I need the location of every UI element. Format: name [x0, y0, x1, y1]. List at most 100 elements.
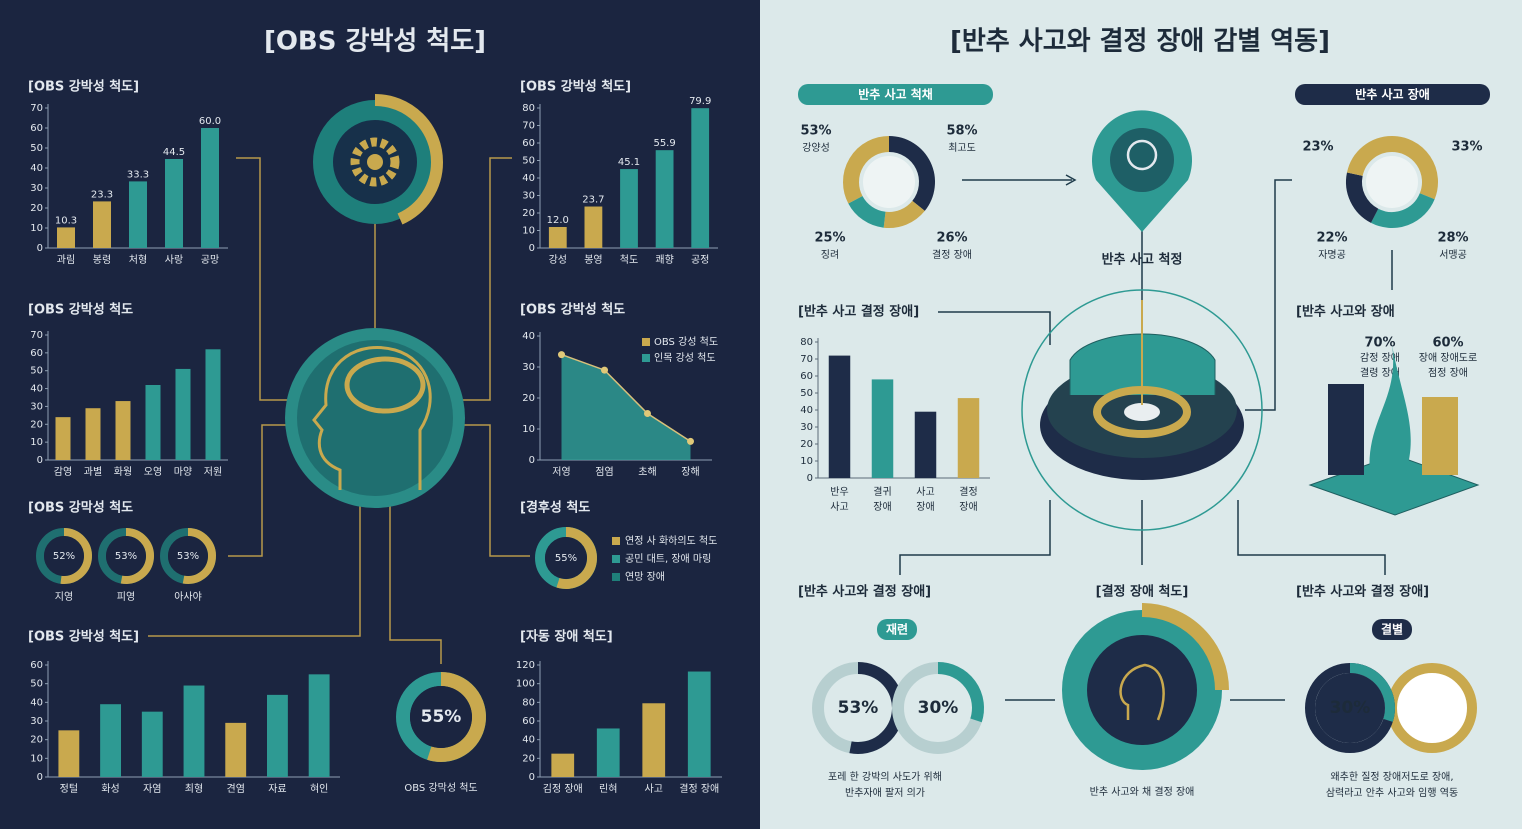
tower-text: 장애 장애도로	[1419, 352, 1477, 364]
segment-label: 28%	[1437, 231, 1468, 246]
x-tick-label: 사고	[916, 486, 934, 498]
bar	[100, 704, 121, 777]
y-tick-label: 0	[37, 243, 43, 254]
x-tick-label: 결정 장애	[679, 783, 719, 795]
bar	[267, 694, 288, 777]
x-tick-label: 과별	[84, 466, 102, 478]
donut-arc	[937, 662, 984, 723]
y-tick-label: 20	[522, 208, 535, 219]
y-tick-label: 80	[522, 697, 535, 708]
bar	[596, 728, 620, 777]
value-label: 12.0	[547, 215, 569, 226]
y-tick-label: 30	[30, 401, 43, 412]
pill	[1295, 84, 1490, 105]
y-tick-label: 0	[37, 772, 43, 783]
pin-icon	[1126, 139, 1158, 171]
right-connectors	[899, 174, 1393, 701]
bar	[57, 227, 75, 248]
legend-label: 인목 강성 척도	[654, 352, 716, 364]
y-tick-label: 0	[529, 455, 535, 466]
donut-arc	[427, 672, 486, 762]
value-label: 23.7	[582, 195, 604, 206]
x-tick-label: 반우	[830, 486, 848, 498]
bar	[175, 368, 191, 460]
bar	[165, 159, 183, 248]
gear-hub	[367, 154, 383, 170]
value-label: 23.3	[91, 189, 113, 200]
tower	[1422, 397, 1458, 475]
bar	[183, 685, 205, 777]
y-tick-label: 80	[800, 337, 813, 348]
x-tick-label: 견염	[227, 783, 245, 795]
donut-label: 55%	[421, 707, 462, 727]
y-tick-label: 20	[522, 393, 535, 404]
bar	[85, 408, 101, 460]
chart-title: [OBS 강박성 척도]	[28, 629, 139, 645]
y-tick-label: 40	[30, 384, 43, 395]
gear-icon	[350, 137, 400, 187]
tower-text: 감정 장애	[1360, 352, 1400, 364]
head-inner	[297, 340, 453, 496]
chart-title: [OBS 강박성 척도]	[28, 79, 139, 95]
x-tick-label: 과림	[57, 254, 75, 266]
caption: 왜추한 질정 장애저도로 장애,	[1330, 771, 1453, 783]
bar	[584, 206, 603, 248]
legend-swatch	[612, 537, 620, 545]
y-tick-label: 10	[800, 456, 813, 467]
donut-label: 53%	[177, 551, 199, 562]
legend-label: OBS 강성 척도	[654, 336, 718, 348]
bar	[691, 108, 710, 248]
bar	[141, 711, 163, 777]
x-tick-label: 봉령	[93, 254, 111, 266]
pill-label: 반추 사고 척채	[858, 87, 933, 102]
donut-arc	[60, 528, 92, 584]
bar	[871, 379, 894, 478]
bar	[687, 671, 711, 777]
segment-label: 22%	[1316, 231, 1347, 246]
x-tick-label: 저영	[552, 466, 570, 478]
x-tick-label: 사고	[645, 783, 663, 795]
y-tick-label: 70	[30, 103, 43, 114]
bar	[225, 722, 247, 777]
pin-label: 반추 사고 척정	[1102, 252, 1183, 268]
x-tick-label: 마양	[174, 466, 192, 478]
right-title: [반추 사고와 결정 장애 감별 역동]	[950, 27, 1330, 57]
value-label: 45.1	[618, 157, 640, 168]
bar	[201, 128, 219, 248]
pill	[1372, 619, 1412, 640]
bar	[129, 181, 147, 248]
chart-title: [경후성 척도	[520, 500, 590, 516]
bar	[620, 169, 638, 248]
segment-name: 자명공	[1318, 249, 1346, 261]
x-tick-label: 감영	[54, 466, 72, 478]
y-tick-label: 10	[30, 223, 43, 234]
bar	[548, 227, 567, 248]
y-tick-label: 60	[30, 660, 43, 671]
pill	[877, 619, 917, 640]
donut-core	[545, 537, 587, 579]
y-tick-label: 40	[30, 163, 43, 174]
gear-ring-accent	[374, 94, 444, 225]
y-tick-label: 20	[30, 203, 43, 214]
y-tick-label: 60	[30, 123, 43, 134]
y-tick-label: 80	[522, 103, 535, 114]
y-tick-label: 70	[522, 121, 535, 132]
y-tick-label: 70	[30, 330, 43, 341]
chart-title: [반추 사고와 장애	[1296, 304, 1395, 320]
donut-label: 55%	[555, 553, 577, 564]
ring-core	[1124, 403, 1160, 421]
segment-label: 25%	[814, 231, 845, 246]
x-tick-label: 장애	[959, 501, 977, 513]
head-icon	[312, 345, 432, 490]
tower-label: 60%	[1432, 336, 1463, 351]
y-tick-label: 20	[800, 439, 813, 450]
tower-text: 결령 장애	[1360, 367, 1400, 379]
legend-label: 연정 사 화하의도 척도	[625, 534, 717, 547]
legend-swatch	[612, 555, 620, 563]
tower-swirl	[1369, 345, 1411, 475]
value-label: 55.9	[653, 138, 675, 149]
y-tick-label: 50	[800, 388, 813, 399]
y-tick-label: 30	[30, 716, 43, 727]
donut-segment	[1391, 136, 1438, 200]
orbit	[1021, 289, 1263, 531]
